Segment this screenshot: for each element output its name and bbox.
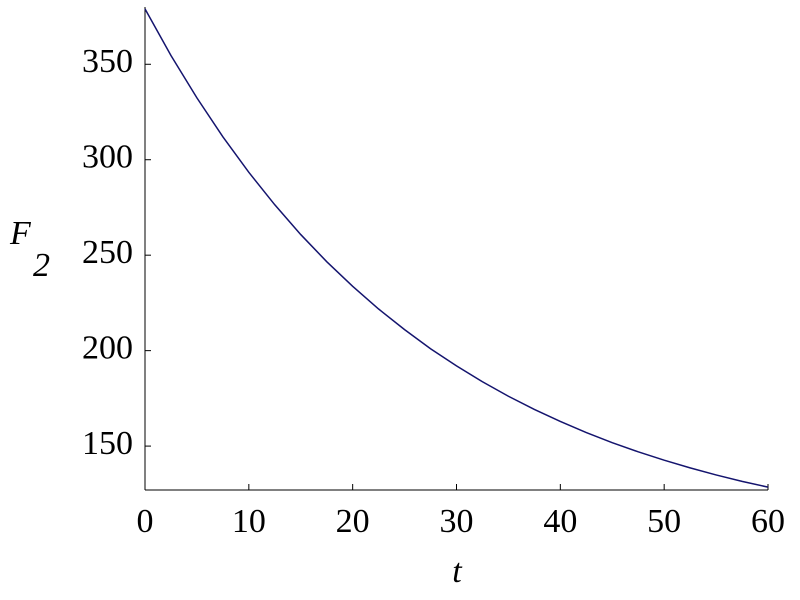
y-tick-label: 250 bbox=[82, 234, 133, 271]
y-tick-label: 200 bbox=[82, 329, 133, 366]
x-tick-label: 0 bbox=[137, 503, 154, 540]
x-tick-label: 20 bbox=[336, 503, 370, 540]
x-tick-label: 10 bbox=[232, 503, 266, 540]
y-tick-label: 150 bbox=[82, 425, 133, 462]
line-series bbox=[144, 8, 769, 488]
x-tick-label: 30 bbox=[440, 503, 474, 540]
y-tick-label: 300 bbox=[82, 139, 133, 176]
y-axis-label: F bbox=[9, 215, 32, 252]
x-tick-label: 60 bbox=[751, 503, 785, 540]
x-tick-label: 40 bbox=[543, 503, 577, 540]
x-axis-label: t bbox=[452, 553, 463, 590]
y-tick-label: 350 bbox=[82, 43, 133, 80]
y-axis-label-subscript: 2 bbox=[33, 247, 50, 284]
x-tick-label: 50 bbox=[647, 503, 681, 540]
